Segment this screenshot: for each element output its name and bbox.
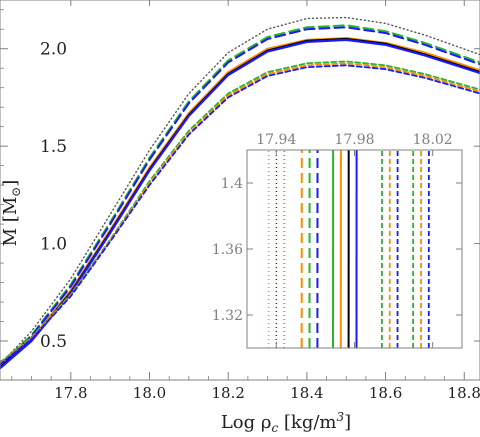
inset-y-tick-label: 1.4 [221,176,243,192]
y-axis-label-main: M [M [0,197,21,247]
main-x-tick-label: 17.8 [54,384,87,402]
main-x-ticks: 17.8 18.0 18.2 18.4 18.6 18.8 [11,0,480,402]
main-y-tick-label: 0.5 [40,332,67,352]
inset-y-tick-label: 1.32 [212,308,243,324]
main-frame [0,0,480,381]
main-y-tick-label: 2.0 [40,40,67,60]
main-x-tick-label: 18.6 [369,384,402,402]
x-axis-label-superscript: 3 [337,410,345,424]
main-x-tick-label: 18.2 [211,384,244,402]
inset-x-tick-label: 18.02 [413,132,453,148]
y-axis-label-sun-symbol: ⊙ [9,187,23,197]
inset-background [247,150,462,348]
main-y-ticks: 0.5 1.0 1.5 2.0 [0,9,480,361]
y-axis-label: M [M⊙] [0,180,23,247]
inset-y-tick-label: 1.36 [212,242,243,258]
y-axis-label-close: ] [0,180,21,187]
inset-x-tick-label: 17.94 [256,132,296,148]
x-axis-label-units: [kg/m [278,412,336,433]
x-axis-label-main: Log ρ [221,412,272,433]
main-series-line-9 [0,64,480,366]
main-plot-area: 17.8 18.0 18.2 18.4 18.6 18.8 0.5 1.0 1.5 2.0 [0,0,480,402]
inset-plot: 17.94 17.98 18.02 1.32 1.36 1.4 [212,132,463,349]
main-y-tick-label: 1.5 [40,137,67,157]
inset-x-ticks: 17.94 17.98 18.02 [256,132,453,348]
main-series-line-1 [0,16,480,366]
x-axis-label-subscript: c [271,421,278,435]
main-series-line-2 [0,24,480,366]
inset-x-tick-label: 17.98 [334,132,374,148]
main-x-tick-label: 18.4 [290,384,323,402]
inset-y-ticks: 1.32 1.36 1.4 [212,176,462,324]
main-y-tick-label: 1.0 [40,235,67,255]
x-axis-label: Log ρc [kg/m3] [221,410,351,435]
main-x-tick-label: 18.0 [133,384,166,402]
main-x-tick-label: 18.8 [448,384,480,402]
main-series-line-3 [0,26,480,367]
inset-series-group [267,150,430,348]
x-axis-label-close: ] [344,412,351,433]
main-series-group [0,16,480,370]
